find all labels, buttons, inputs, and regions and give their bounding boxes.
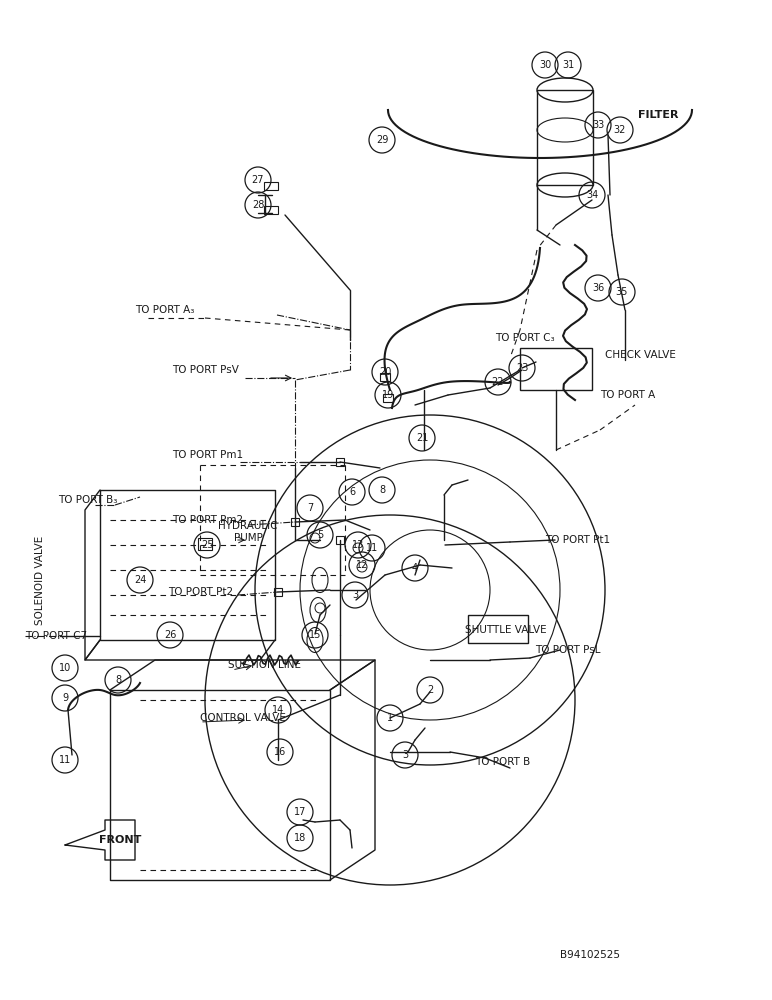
Text: 15: 15 <box>309 630 321 640</box>
Text: 20: 20 <box>379 367 391 377</box>
Text: 6: 6 <box>349 487 355 497</box>
Text: 30: 30 <box>539 60 551 70</box>
Text: 19: 19 <box>382 390 394 400</box>
Text: TO PORT C7: TO PORT C7 <box>25 631 87 641</box>
Text: 9: 9 <box>62 693 68 703</box>
Text: 24: 24 <box>134 575 146 585</box>
Text: 5: 5 <box>317 530 323 540</box>
Bar <box>336 536 344 544</box>
Text: TO PORT Pt1: TO PORT Pt1 <box>545 535 610 545</box>
Bar <box>291 518 299 526</box>
Text: TO PORT A₃: TO PORT A₃ <box>135 305 195 315</box>
Text: 10: 10 <box>59 663 71 673</box>
Text: 7: 7 <box>307 503 313 513</box>
Bar <box>520 348 592 390</box>
Bar <box>274 588 282 596</box>
Text: 14: 14 <box>272 705 284 715</box>
Text: 3: 3 <box>402 750 408 760</box>
Text: 31: 31 <box>562 60 574 70</box>
Text: 21: 21 <box>416 433 428 443</box>
Bar <box>383 394 393 402</box>
Text: 2: 2 <box>427 685 433 695</box>
Bar <box>198 538 212 550</box>
Text: 8: 8 <box>115 675 121 685</box>
Text: TO PORT B₃: TO PORT B₃ <box>58 495 117 505</box>
Text: 36: 36 <box>592 283 604 293</box>
Text: 1: 1 <box>387 713 393 723</box>
Text: 12: 12 <box>356 560 368 570</box>
Text: FRONT: FRONT <box>99 835 141 845</box>
Text: HYDRAULIC
PUMP: HYDRAULIC PUMP <box>218 521 278 543</box>
Text: TO PORT Pm2: TO PORT Pm2 <box>172 515 243 525</box>
Text: 11: 11 <box>366 543 378 553</box>
Bar <box>380 373 390 381</box>
Text: 17: 17 <box>294 807 306 817</box>
Text: 26: 26 <box>164 630 176 640</box>
Text: 27: 27 <box>252 175 264 185</box>
Text: 16: 16 <box>274 747 286 757</box>
Text: 4: 4 <box>412 563 418 573</box>
Text: 3: 3 <box>352 590 358 600</box>
Text: TO PORT Pm1: TO PORT Pm1 <box>172 450 243 460</box>
Text: TO PORT A: TO PORT A <box>600 390 655 400</box>
Text: 8: 8 <box>379 485 385 495</box>
Text: TO PORT PsV: TO PORT PsV <box>172 365 239 375</box>
Bar <box>336 458 344 466</box>
Text: 23: 23 <box>516 363 528 373</box>
Text: 29: 29 <box>376 135 388 145</box>
Bar <box>468 615 528 643</box>
Text: 28: 28 <box>252 200 264 210</box>
Text: TO PORT Pt2: TO PORT Pt2 <box>168 587 233 597</box>
Text: 13: 13 <box>352 540 364 550</box>
Text: TO PORT B: TO PORT B <box>475 757 530 767</box>
Text: SHUTTLE VALVE: SHUTTLE VALVE <box>465 625 547 635</box>
Bar <box>264 182 278 190</box>
Bar <box>537 90 593 185</box>
Text: TO PORT PsL: TO PORT PsL <box>535 645 601 655</box>
Text: 18: 18 <box>294 833 306 843</box>
Text: CONTROL VALVE: CONTROL VALVE <box>200 713 286 723</box>
Text: 25: 25 <box>201 540 213 550</box>
Text: FILTER: FILTER <box>638 110 679 120</box>
Text: 35: 35 <box>616 287 628 297</box>
Text: TO PORT C₃: TO PORT C₃ <box>495 333 554 343</box>
Text: 32: 32 <box>614 125 626 135</box>
Text: SUCTION LINE: SUCTION LINE <box>228 660 301 670</box>
Text: B94102525: B94102525 <box>560 950 620 960</box>
Text: 34: 34 <box>586 190 598 200</box>
Text: 22: 22 <box>492 377 504 387</box>
Text: SOLENOID VALVE: SOLENOID VALVE <box>35 535 45 625</box>
Text: 11: 11 <box>59 755 71 765</box>
Bar <box>264 206 278 214</box>
Text: CHECK VALVE: CHECK VALVE <box>605 350 676 360</box>
Text: 33: 33 <box>592 120 604 130</box>
